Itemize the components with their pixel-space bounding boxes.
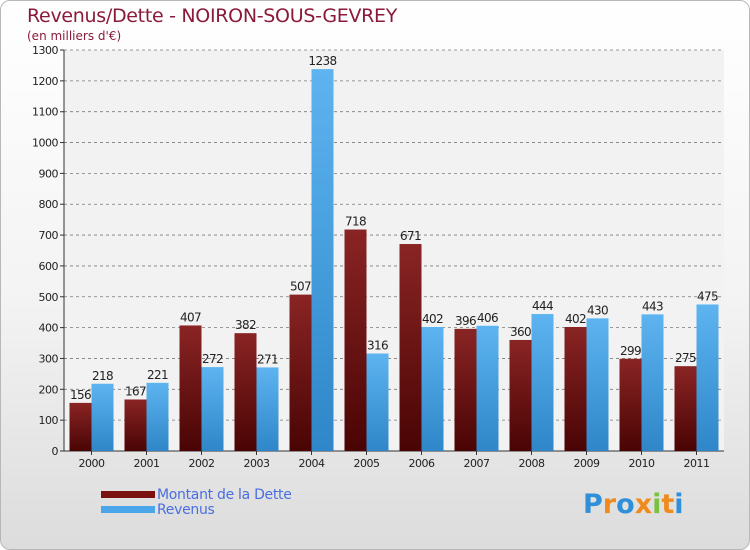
y-tick-label: 1000 [32, 137, 58, 150]
logo-letter: o [616, 489, 635, 520]
data-label: 156 [70, 388, 91, 402]
data-label: 275 [675, 351, 696, 365]
bar-revenus-2009 [586, 318, 609, 451]
bar-revenus-2011 [696, 304, 719, 451]
data-label: 718 [345, 215, 366, 229]
bar-debt-2011 [674, 366, 697, 451]
data-label: 671 [400, 229, 421, 243]
data-label: 218 [92, 369, 113, 383]
data-label: 272 [202, 352, 223, 366]
y-tick-label: 900 [39, 167, 59, 180]
logo-letter: t [661, 489, 675, 520]
data-label: 299 [620, 344, 641, 358]
bar-revenus-2000 [91, 383, 114, 451]
data-label: 382 [235, 318, 256, 332]
data-label: 1238 [308, 54, 336, 68]
bar-debt-2008 [509, 339, 532, 451]
bar-debt-2005 [344, 229, 367, 451]
data-label: 475 [697, 289, 718, 303]
x-tick-label: 2006 [409, 457, 435, 470]
chart-title: Revenus/Dette - NOIRON-SOUS-GEVREY [27, 5, 398, 27]
logo-letter: r [602, 489, 617, 520]
data-label: 507 [290, 280, 311, 294]
y-tick-label: 400 [39, 322, 59, 335]
data-label: 396 [455, 314, 476, 328]
x-tick-label: 2010 [629, 457, 655, 470]
data-label: 221 [147, 368, 168, 382]
bar-debt-2009 [564, 326, 587, 451]
x-tick-label: 2011 [684, 457, 710, 470]
bar-revenus-2006 [421, 326, 444, 451]
bar-debt-2003 [234, 333, 257, 451]
x-tick-label: 2007 [464, 457, 490, 470]
proxiti-logo: Proxiti [583, 489, 684, 520]
legend-item-debt: Montant de la Dette [101, 486, 292, 503]
legend-label-revenus: Revenus [157, 501, 215, 518]
x-tick-label: 2003 [244, 457, 270, 470]
y-tick-label: 1300 [32, 44, 58, 57]
data-label: 167 [125, 384, 146, 398]
bar-debt-2010 [619, 358, 642, 451]
legend-swatch-revenus [101, 506, 155, 513]
data-label: 407 [180, 310, 201, 324]
plot-area [64, 50, 724, 451]
legend: Montant de la Dette Revenus [101, 486, 292, 518]
bar-revenus-2008 [531, 314, 554, 451]
x-tick-label: 2001 [134, 457, 160, 470]
logo-letter: i [674, 489, 684, 520]
y-tick-label: 600 [39, 260, 59, 273]
bar-revenus-2002 [201, 367, 224, 451]
logo-letter: P [583, 489, 603, 520]
y-tick-label: 300 [39, 352, 59, 365]
x-tick-label: 2005 [354, 457, 380, 470]
data-label: 402 [422, 312, 443, 326]
y-tick-label: 800 [39, 198, 59, 211]
y-tick-label: 100 [39, 414, 59, 427]
data-label: 443 [642, 299, 663, 313]
logo-letter: x [634, 489, 653, 520]
bar-revenus-2004 [311, 69, 334, 451]
bar-revenus-2003 [256, 367, 279, 451]
legend-label-debt: Montant de la Dette [157, 486, 292, 503]
bar-revenus-2005 [366, 353, 389, 451]
data-label: 430 [587, 303, 608, 317]
x-tick-label: 2008 [519, 457, 545, 470]
x-tick-label: 2009 [574, 457, 600, 470]
x-tick-label: 2000 [79, 457, 105, 470]
y-tick-label: 200 [39, 383, 59, 396]
y-tick-label: 0 [52, 445, 59, 458]
bar-revenus-2010 [641, 314, 664, 451]
y-tick-label: 1200 [32, 75, 58, 88]
y-tick-label: 700 [39, 229, 59, 242]
bar-debt-2000 [69, 402, 92, 451]
legend-item-revenus: Revenus [101, 501, 292, 518]
bar-revenus-2001 [146, 382, 169, 451]
x-tick-label: 2004 [299, 457, 325, 470]
x-tick-label: 2002 [189, 457, 215, 470]
legend-swatch-debt [101, 491, 155, 498]
data-label: 406 [477, 311, 498, 325]
bar-debt-2002 [179, 325, 202, 451]
chart-subtitle: (en milliers d'€) [27, 29, 122, 43]
y-tick-label: 1100 [32, 106, 58, 119]
bar-debt-2006 [399, 244, 422, 451]
data-label: 360 [510, 325, 531, 339]
bar-debt-2007 [454, 328, 477, 451]
bar-revenus-2007 [476, 325, 499, 451]
bar-debt-2001 [124, 399, 147, 451]
data-label: 402 [565, 312, 586, 326]
data-label: 316 [367, 339, 388, 353]
bar-debt-2004 [289, 294, 312, 451]
data-label: 444 [532, 299, 553, 313]
y-tick-label: 500 [39, 291, 59, 304]
logo-letter: i [652, 489, 662, 520]
data-label: 271 [257, 352, 278, 366]
